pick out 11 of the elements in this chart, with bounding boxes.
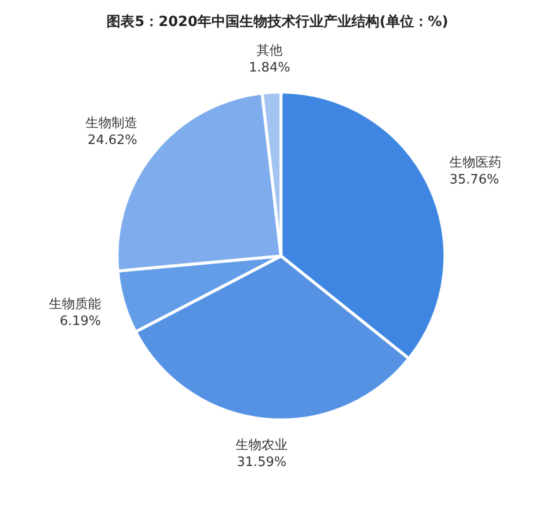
chart-title: 图表5：2020年中国生物技术行业产业结构(单位：%) (106, 13, 448, 30)
data-label: 35.76% (450, 172, 500, 188)
slice-label: 生物制造 (85, 116, 138, 132)
data-label: 6.19% (60, 314, 102, 329)
slice-label: 生物医药 (450, 155, 502, 170)
data-label: 24.62% (88, 133, 138, 148)
data-label: 31.59% (236, 455, 286, 470)
data-label: 1.84% (248, 60, 290, 76)
slice-label: 生物质能 (49, 296, 102, 312)
slice-label: 其他 (256, 43, 283, 58)
slice-label: 生物农业 (236, 438, 288, 454)
